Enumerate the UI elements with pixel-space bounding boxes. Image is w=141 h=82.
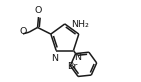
Text: O: O: [35, 6, 42, 15]
Text: N: N: [51, 54, 58, 63]
Text: NH₂: NH₂: [71, 20, 89, 29]
Text: N: N: [74, 53, 81, 62]
Text: Br: Br: [67, 62, 78, 71]
Text: O: O: [19, 27, 27, 36]
